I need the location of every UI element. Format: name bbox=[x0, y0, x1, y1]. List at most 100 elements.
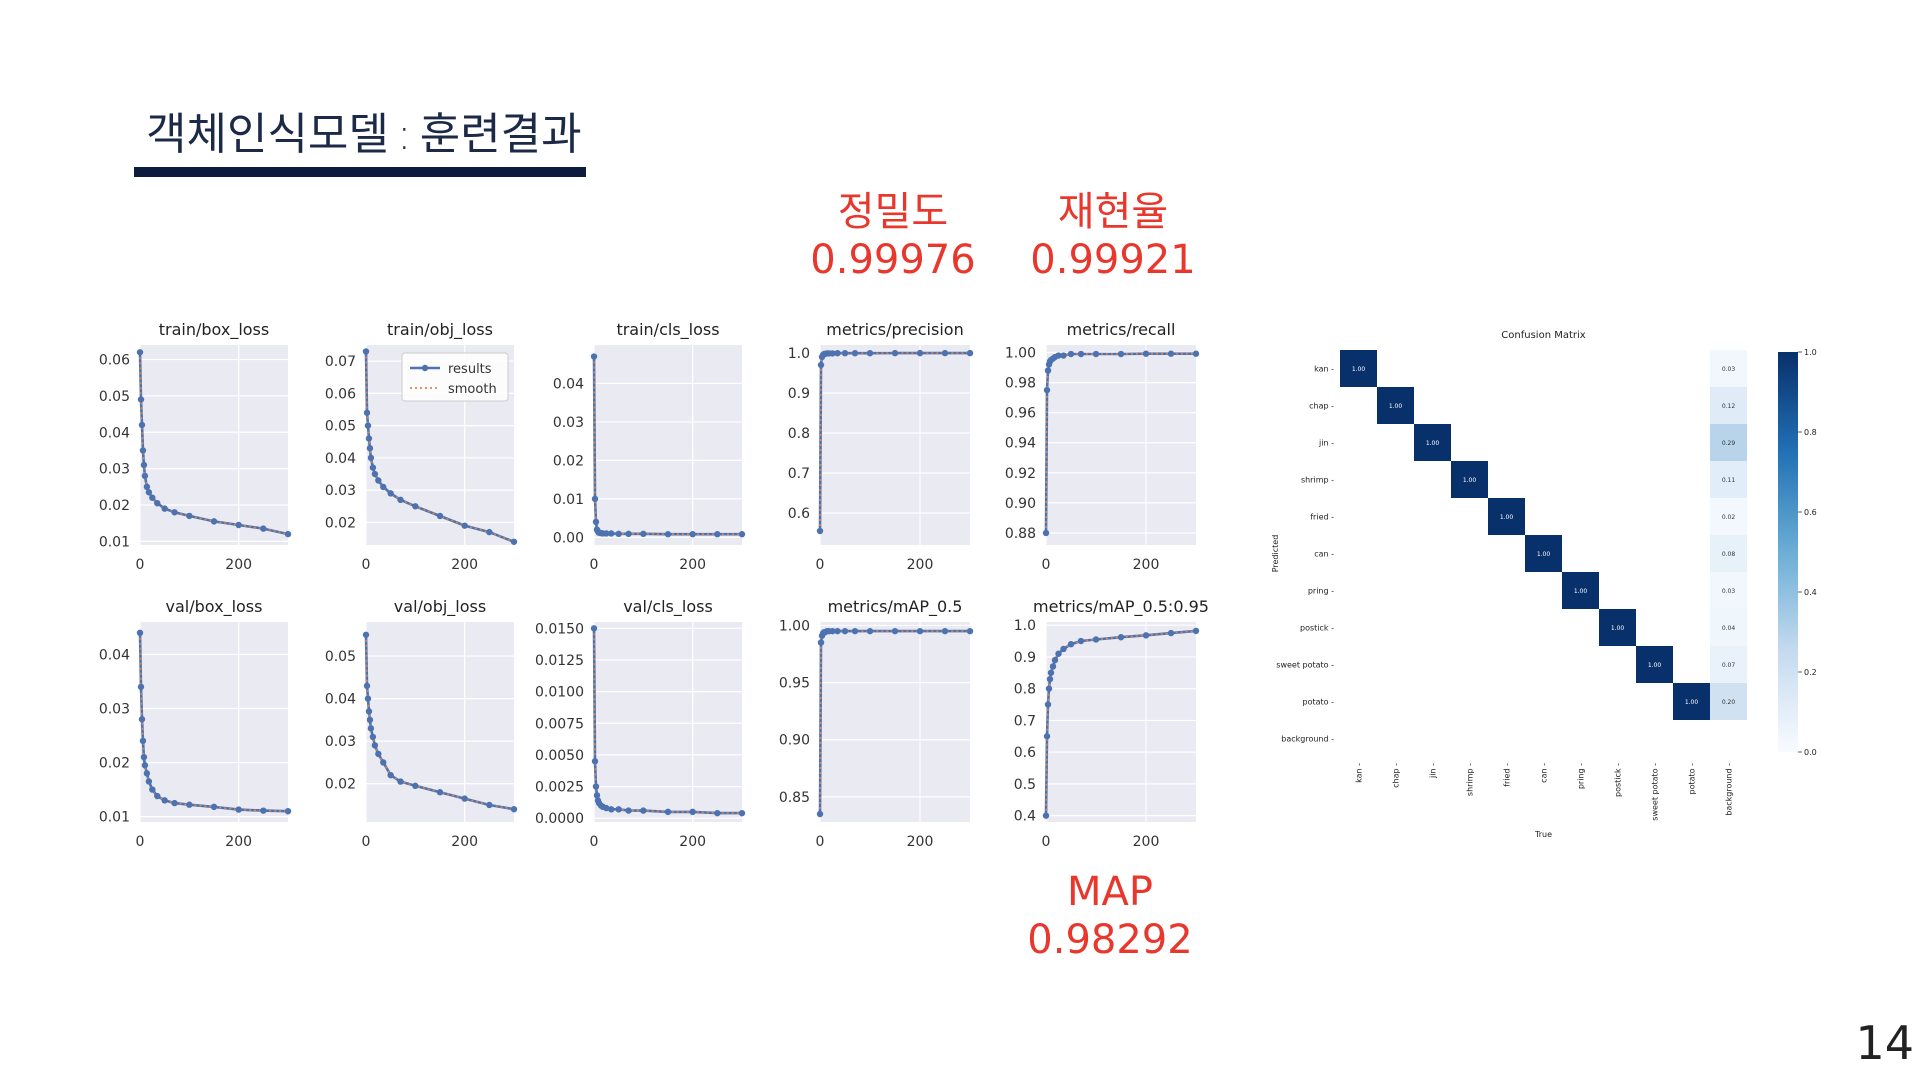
data-point-train-cls-loss bbox=[591, 495, 599, 503]
data-point-train-obj-loss bbox=[362, 348, 370, 355]
x-tick-label-metrics-recall: 200 bbox=[1133, 557, 1160, 573]
data-point-metrics-map-0-5-0-95 bbox=[1047, 669, 1055, 676]
data-point-metrics-map-0-5 bbox=[829, 627, 836, 635]
cm-cell-label: 1.00 bbox=[1648, 662, 1662, 669]
data-point-val-obj-loss bbox=[362, 631, 370, 638]
page-number: 14 bbox=[1855, 1016, 1914, 1070]
data-point-val-box-loss bbox=[186, 801, 193, 808]
plot-metrics-precision: metrics/precision 0 200 0.6 0.7 0.8 0.9 1.0 bbox=[788, 320, 974, 573]
cm-row-label: potato - bbox=[1303, 698, 1335, 707]
cm-row-label: fried - bbox=[1310, 513, 1334, 522]
recall-callout-value: 0.99921 bbox=[1030, 237, 1196, 283]
x-tick-label-val-box-loss: 0 bbox=[136, 834, 145, 850]
data-point-train-cls-loss bbox=[603, 530, 610, 537]
plot-title-val-cls-loss: val/cls_loss bbox=[623, 597, 713, 617]
data-point-metrics-precision bbox=[966, 349, 974, 357]
data-point-metrics-precision bbox=[866, 350, 874, 357]
cm-cell-background bbox=[1710, 498, 1747, 535]
data-point-metrics-map-0-5 bbox=[841, 627, 849, 635]
data-point-train-cls-loss bbox=[738, 531, 746, 538]
data-point-metrics-map-0-5 bbox=[941, 627, 949, 635]
y-tick-label-metrics-recall: 0.88 bbox=[1005, 526, 1036, 542]
data-point-val-obj-loss bbox=[371, 742, 379, 749]
y-tick-label-metrics-map-0-5-0-95: 0.6 bbox=[1014, 745, 1036, 761]
cm-cell-label: 0.12 bbox=[1722, 403, 1736, 410]
cm-col-label: kan - bbox=[1355, 763, 1364, 783]
data-point-metrics-recall bbox=[1117, 350, 1125, 358]
cm-col-label: fried - bbox=[1503, 763, 1512, 787]
cm-cell-label: 0.20 bbox=[1722, 699, 1736, 706]
data-point-val-box-loss bbox=[141, 762, 149, 769]
data-point-train-box-loss bbox=[136, 349, 144, 356]
y-tick-label-val-box-loss: 0.02 bbox=[99, 756, 130, 772]
data-point-val-box-loss bbox=[143, 770, 151, 777]
data-point-train-obj-loss bbox=[387, 490, 394, 497]
data-point-metrics-map-0-5 bbox=[966, 627, 974, 635]
y-tick-label-metrics-recall: 0.92 bbox=[1005, 466, 1036, 482]
title-underline-bar bbox=[134, 167, 586, 177]
plot-metrics-map-0-5-0-95: metrics/mAP_0.5:0.95 0 200 0.4 0.5 0.6 0.7 0.8 0… bbox=[1014, 597, 1209, 850]
data-point-val-obj-loss bbox=[387, 771, 394, 779]
y-tick-label-metrics-map-0-5-0-95: 0.9 bbox=[1014, 650, 1036, 666]
data-point-train-box-loss bbox=[171, 509, 178, 516]
data-point-train-box-loss bbox=[140, 461, 148, 469]
cm-cell-background bbox=[1710, 609, 1747, 646]
cm-cell-label: 1.00 bbox=[1611, 625, 1625, 632]
cm-row-label: jin - bbox=[1318, 439, 1334, 448]
confusion-matrix-chart: Confusion Matrix 1.00 1.00 1.00 1.00 1.00 1.00… bbox=[1271, 330, 1817, 839]
plot-title-metrics-map-0-5: metrics/mAP_0.5 bbox=[828, 597, 963, 617]
confusion-matrix-title: Confusion Matrix bbox=[1501, 330, 1585, 341]
y-tick-label-val-cls-loss: 0.0075 bbox=[535, 716, 584, 732]
data-point-train-box-loss bbox=[141, 472, 149, 480]
data-point-metrics-map-0-5-0-95 bbox=[1142, 632, 1150, 639]
y-tick-label-val-obj-loss: 0.04 bbox=[325, 692, 356, 708]
y-tick-label-metrics-map-0-5: 0.90 bbox=[779, 733, 810, 749]
plot-area-metrics-map-0-5-0-95 bbox=[1046, 622, 1196, 822]
y-tick-label-metrics-recall: 0.96 bbox=[1005, 406, 1036, 422]
data-point-train-box-loss bbox=[143, 483, 151, 491]
data-point-train-box-loss bbox=[137, 396, 145, 403]
cm-cell-label: 1.00 bbox=[1389, 403, 1403, 410]
data-point-train-cls-loss bbox=[608, 530, 615, 537]
data-point-train-box-loss bbox=[235, 521, 242, 529]
data-point-val-box-loss bbox=[171, 799, 178, 807]
y-tick-label-metrics-recall: 1.00 bbox=[1005, 346, 1036, 362]
data-point-val-cls-loss bbox=[664, 808, 672, 816]
slide-title-separator: : bbox=[396, 109, 412, 160]
data-point-train-obj-loss bbox=[371, 470, 379, 478]
y-tick-label-metrics-map-0-5: 1.00 bbox=[779, 618, 810, 634]
y-tick-label-val-cls-loss: 0.0125 bbox=[535, 653, 584, 669]
y-tick-label-val-cls-loss: 0.0050 bbox=[535, 748, 584, 764]
data-point-val-box-loss bbox=[145, 778, 153, 785]
y-tick-label-train-cls-loss: 0.03 bbox=[553, 415, 584, 431]
cm-cell-label: 0.03 bbox=[1722, 366, 1736, 373]
cm-cell-background bbox=[1710, 683, 1747, 720]
plot-area-metrics-map-0-5 bbox=[820, 622, 970, 822]
cm-y-axis-label: Predicted bbox=[1271, 535, 1280, 573]
y-tick-label-metrics-precision: 1.0 bbox=[788, 346, 810, 362]
data-point-val-box-loss bbox=[140, 753, 148, 761]
data-point-val-cls-loss bbox=[608, 806, 615, 813]
y-tick-label-val-cls-loss: 0.0000 bbox=[535, 811, 584, 827]
data-point-metrics-recall bbox=[1042, 529, 1050, 537]
plot-metrics-map-0-5: metrics/mAP_0.5 0 200 0.85 0.90 0.95 1.00 bbox=[779, 597, 974, 850]
data-point-val-cls-loss bbox=[591, 758, 599, 765]
cm-cell-background bbox=[1710, 424, 1747, 461]
x-tick-label-val-box-loss: 200 bbox=[225, 834, 252, 850]
data-point-train-obj-loss bbox=[365, 435, 373, 442]
cm-cell-background bbox=[1710, 646, 1747, 683]
cm-cell-label: 1.00 bbox=[1574, 588, 1588, 595]
data-point-metrics-precision bbox=[841, 350, 849, 357]
cm-cell-label: 1.00 bbox=[1500, 514, 1514, 521]
data-point-metrics-precision bbox=[817, 361, 825, 369]
plot-train-box-loss: train/box_loss 0 200 0.01 0.02 0.03 0.04 0.05 0.… bbox=[99, 320, 292, 573]
cm-cell-label: 0.04 bbox=[1722, 625, 1736, 632]
data-point-val-cls-loss bbox=[603, 804, 610, 812]
data-point-train-obj-loss bbox=[366, 445, 374, 452]
cm-cell-diagonal bbox=[1414, 424, 1451, 461]
cm-cell-label: 1.00 bbox=[1463, 477, 1477, 484]
y-tick-label-metrics-map-0-5-0-95: 0.4 bbox=[1014, 809, 1036, 825]
x-tick-label-val-cls-loss: 200 bbox=[679, 834, 706, 850]
data-point-train-cls-loss bbox=[625, 530, 632, 538]
plot-train-cls-loss: train/cls_loss 0 200 0.00 0.01 0.02 0.03 0.04 bbox=[553, 320, 746, 573]
